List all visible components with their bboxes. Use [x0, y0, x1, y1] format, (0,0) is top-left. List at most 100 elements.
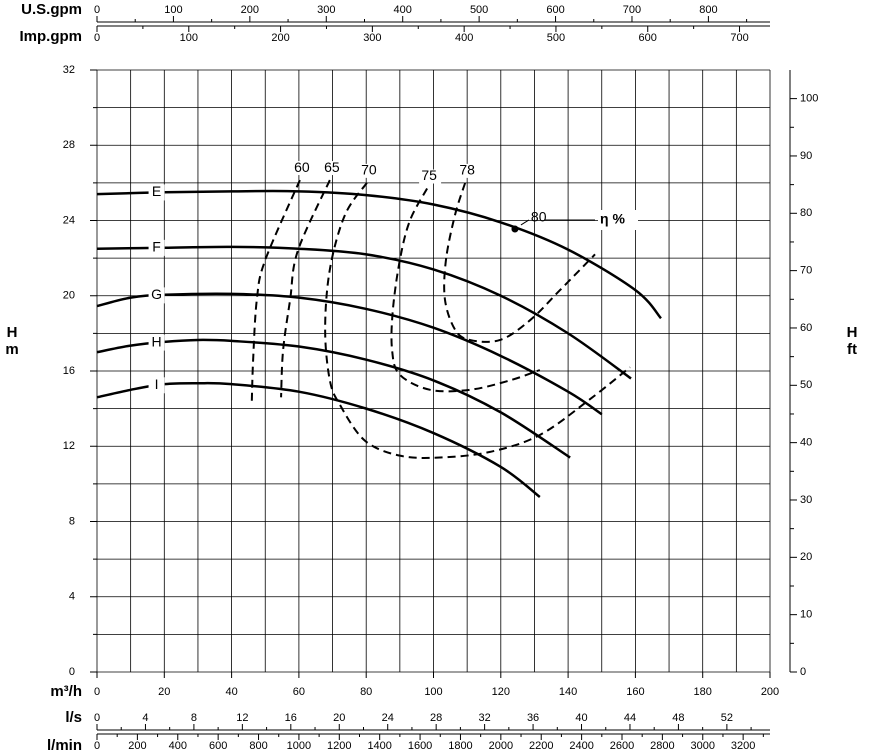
y-tick-label: 12 — [63, 440, 75, 452]
efficiency-point — [511, 225, 519, 233]
x-tick-label: 180 — [694, 686, 712, 698]
axis-tick-label: 48 — [672, 712, 684, 724]
axis-tick-label: 700 — [623, 4, 641, 16]
x-tick-label: 160 — [626, 686, 644, 698]
axis-tick-label: 100 — [164, 4, 182, 16]
axis-tick-label: 2800 — [650, 740, 674, 752]
axis-tick-label: 1200 — [327, 740, 351, 752]
y2-tick-label: 0 — [800, 666, 806, 678]
series-label: 60 — [294, 159, 310, 175]
series-label: I — [155, 376, 159, 392]
x-axis-title: m³/h — [50, 683, 82, 700]
y2-tick-label: 40 — [800, 437, 812, 449]
y2-axis-title: H — [847, 324, 858, 341]
x-tick-label: 20 — [158, 686, 170, 698]
y-tick-label: 16 — [63, 365, 75, 377]
axis-tick-label: 700 — [730, 32, 748, 44]
label-bg — [358, 163, 381, 178]
pump-curve — [96, 245, 632, 380]
axis-tick-label: 3200 — [731, 740, 755, 752]
y-tick-label: 8 — [69, 515, 75, 527]
y2-tick-label: 60 — [800, 322, 812, 334]
y2-tick-label: 20 — [800, 551, 812, 563]
label-bg — [321, 161, 344, 176]
axis-tick-label: 24 — [382, 712, 394, 724]
efficiency-curve — [324, 182, 631, 459]
axis-tick-label: 300 — [363, 32, 381, 44]
pump-curve — [96, 189, 662, 320]
series-label: 78 — [459, 162, 475, 178]
series-label: 80 — [531, 209, 547, 225]
axis-tick-label: 52 — [721, 712, 733, 724]
axis-tick-label: 12 — [236, 712, 248, 724]
axis-tick-label: 36 — [527, 712, 539, 724]
axis-tick-label: 44 — [624, 712, 636, 724]
axis-tick-label: 32 — [478, 712, 490, 724]
y-tick-label: 20 — [63, 290, 75, 302]
efficiency-curve — [250, 179, 301, 403]
label-bg — [148, 239, 165, 256]
axis-tick-label: 0 — [94, 4, 100, 16]
label-bg — [148, 377, 165, 394]
axis-tick-label: 1400 — [367, 740, 391, 752]
x-tick-label: 120 — [492, 686, 510, 698]
axis-title: l/min — [47, 737, 82, 754]
axis-tick-label: 100 — [180, 32, 198, 44]
axis-tick-label: 1000 — [287, 740, 311, 752]
axis-tick-label: 0 — [94, 740, 100, 752]
axis-tick-label: 200 — [128, 740, 146, 752]
axis-tick-label: 800 — [249, 740, 267, 752]
y-axis-title: H — [7, 324, 18, 341]
label-bg — [598, 210, 638, 230]
label-bg — [148, 287, 165, 304]
axis-tick-label: 2600 — [610, 740, 634, 752]
axis-tick-label: 200 — [271, 32, 289, 44]
series-label: 75 — [421, 167, 437, 183]
axis-tick-label: 500 — [470, 4, 488, 16]
axis-tick-label: 0 — [94, 32, 100, 44]
x-tick-label: 80 — [360, 686, 372, 698]
axis-tick-label: 400 — [169, 740, 187, 752]
efficiency-curve — [443, 182, 596, 343]
x-tick-label: 200 — [761, 686, 779, 698]
y-tick-label: 4 — [69, 591, 75, 603]
axis-tick-label: 20 — [333, 712, 345, 724]
label-bg — [457, 163, 480, 178]
series-label: 65 — [324, 159, 340, 175]
x-tick-label: 60 — [293, 686, 305, 698]
y2-tick-label: 100 — [800, 93, 818, 105]
axis-title: U.S.gpm — [21, 1, 82, 18]
y2-tick-label: 30 — [800, 494, 812, 506]
axis-title: Imp.gpm — [20, 28, 83, 45]
axis-tick-label: 2200 — [529, 740, 553, 752]
axis-tick-label: 0 — [94, 712, 100, 724]
axis-tick-label: 600 — [546, 4, 564, 16]
axis-tick-label: 600 — [209, 740, 227, 752]
y-axis-unit: m — [5, 341, 18, 358]
axis-tick-label: 1800 — [448, 740, 472, 752]
axis-tick-label: 1600 — [408, 740, 432, 752]
y2-tick-label: 90 — [800, 150, 812, 162]
y-tick-label: 32 — [63, 64, 75, 76]
y2-axis-unit: ft — [847, 341, 857, 358]
y2-tick-label: 70 — [800, 265, 812, 277]
x-tick-label: 40 — [225, 686, 237, 698]
y-tick-label: 24 — [63, 214, 75, 226]
series-label: F — [152, 239, 161, 255]
y2-tick-label: 50 — [800, 379, 812, 391]
axis-tick-label: 2400 — [569, 740, 593, 752]
label-bg — [148, 184, 165, 201]
axis-tick-label: 28 — [430, 712, 442, 724]
axis-tick-label: 200 — [241, 4, 259, 16]
axis-tick-label: 800 — [699, 4, 717, 16]
series-label: 70 — [361, 162, 377, 178]
axis-tick-label: 8 — [191, 712, 197, 724]
axis-tick-label: 300 — [317, 4, 335, 16]
label-bg — [291, 161, 314, 176]
axis-tick-label: 600 — [639, 32, 657, 44]
axis-tick-label: 4 — [142, 712, 148, 724]
series-label: E — [152, 183, 161, 199]
axis-tick-label: 2000 — [489, 740, 513, 752]
